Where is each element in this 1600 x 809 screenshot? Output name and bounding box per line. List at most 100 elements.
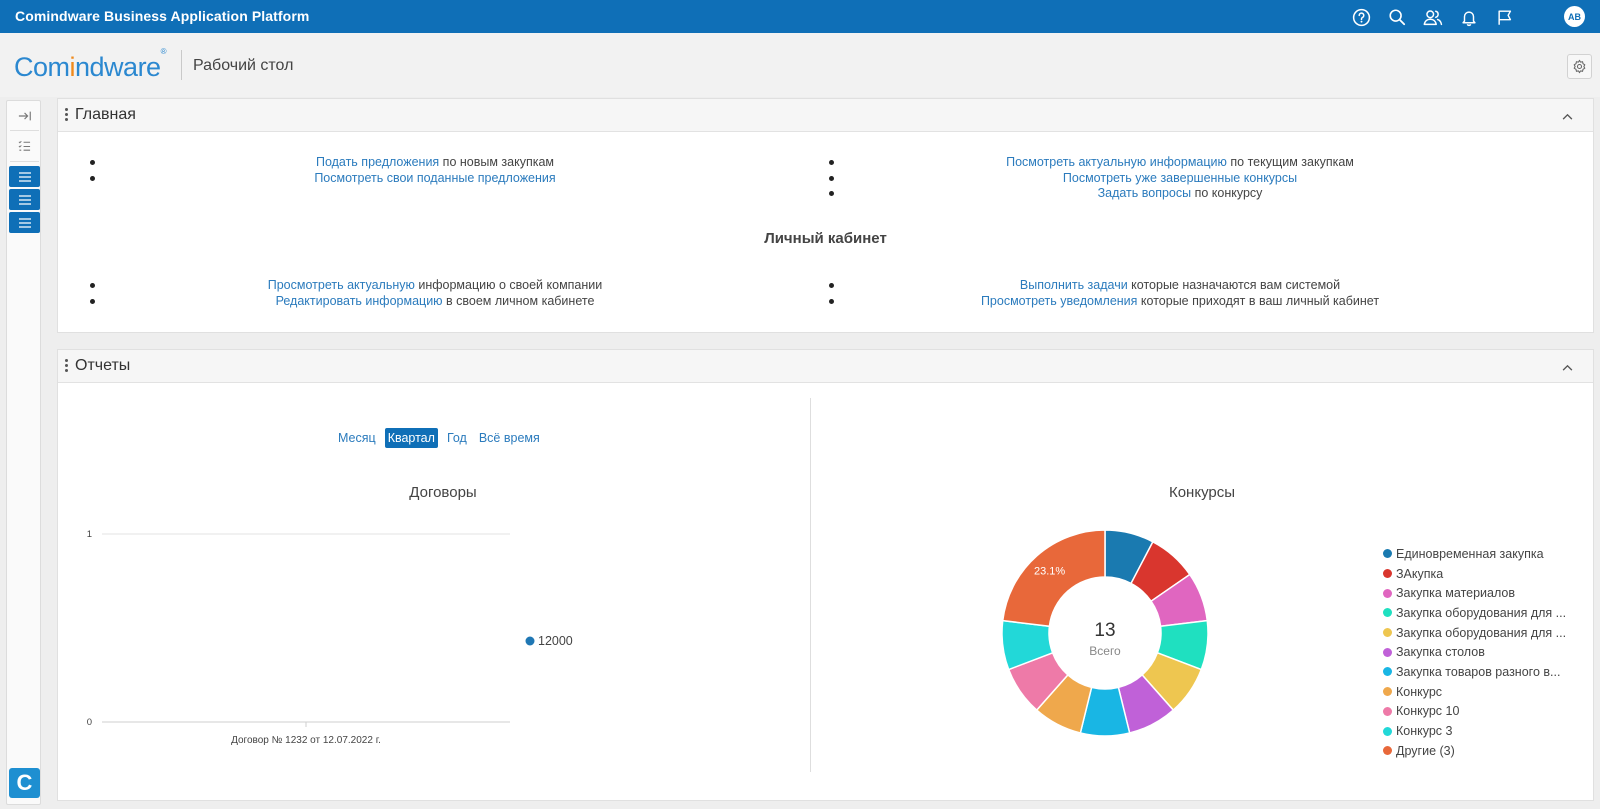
view-notifications-link[interactable]: Просмотреть уведомления — [980, 293, 1138, 308]
edit-info-link[interactable]: Редактировать информацию — [275, 293, 443, 308]
main-links-right: Посмотреть актуальную информацию по теку… — [829, 155, 1531, 202]
help-icon[interactable] — [1350, 6, 1372, 28]
sidebar-menu-button-2[interactable] — [9, 189, 40, 210]
header-divider — [181, 50, 182, 80]
list-icon — [18, 194, 31, 205]
period-year-button[interactable]: Год — [446, 431, 467, 445]
legend-label: Закупка оборудования для ... — [1396, 605, 1567, 620]
legend-item[interactable]: Закупка оборудования для ... — [1383, 603, 1583, 623]
x-tick-label: Договор № 1232 от 12.07.2022 г. — [231, 735, 381, 746]
settings-button[interactable] — [1567, 54, 1592, 79]
cabinet-heading: Личный кабинет — [764, 230, 887, 247]
list-item: Посмотреть актуальную информацию по теку… — [829, 155, 1531, 171]
ask-questions-link[interactable]: Задать вопросы — [1097, 186, 1192, 200]
legend-item[interactable]: Конкурс 3 — [1383, 721, 1583, 741]
tenders-legend: Единовременная закупка ЗАкупка Закупка мат… — [1383, 544, 1583, 761]
reports-panel-title: Отчеты — [75, 357, 131, 374]
top-bar: Comindware Business Application Platform… — [0, 0, 1600, 33]
contracts-chart: 0 1 Договор № 1232 от 12.07.2022 г. 12000 — [87, 529, 573, 746]
search-icon[interactable] — [1386, 6, 1408, 28]
charts-divider — [810, 398, 811, 772]
period-month-button[interactable]: Месяц — [338, 431, 376, 445]
legend-label: Конкурс 10 — [1396, 704, 1460, 719]
current-info-link[interactable]: Посмотреть актуальную информацию — [1006, 155, 1227, 169]
drag-handle-icon[interactable] — [65, 359, 68, 372]
period-all-time-button[interactable]: Всё время — [478, 431, 540, 445]
legend-item[interactable]: Единовременная закупка — [1383, 544, 1583, 564]
user-avatar[interactable]: AB — [1564, 6, 1585, 27]
legend-label: Закупка оборудования для ... — [1396, 625, 1567, 640]
do-tasks-link[interactable]: Выполнить задачи — [1019, 278, 1128, 292]
legend-item[interactable]: Конкурс — [1383, 682, 1583, 702]
legend-label: Конкурс 3 — [1396, 724, 1453, 739]
comindware-logo[interactable]: Comindware® — [14, 47, 167, 82]
collapse-button[interactable] — [1559, 109, 1575, 123]
legend-item[interactable]: Конкурс 10 — [1383, 702, 1583, 722]
list-item: Просмотреть уведомления которые приходят… — [829, 294, 1531, 310]
sidebar-menu-button-1[interactable] — [9, 166, 40, 187]
bell-icon[interactable] — [1458, 6, 1480, 28]
legend-item[interactable]: Закупка оборудования для ... — [1383, 623, 1583, 643]
submit-proposals-link[interactable]: Подать предложения — [315, 155, 440, 169]
contracts-chart-title: Договоры — [409, 484, 477, 501]
list-item: Подать предложения по новым закупкам — [90, 155, 780, 171]
comindware-app-icon[interactable]: C — [9, 768, 40, 798]
view-company-info-link[interactable]: Просмотреть актуальную — [267, 278, 415, 292]
pie-slice[interactable] — [1001, 529, 1106, 628]
legend-marker — [1383, 706, 1392, 716]
period-switch: Месяц Квартал Год Всё время — [335, 427, 549, 449]
reports-panel: Отчеты — [57, 349, 1594, 801]
list-icon — [18, 217, 31, 228]
gear-icon — [1573, 59, 1586, 74]
legend-label: Единовременная закупка — [1396, 546, 1544, 561]
view-proposals-link[interactable]: Посмотреть свои поданные предложения — [314, 170, 556, 185]
list-item: Редактировать информацию в своем личном … — [90, 294, 780, 310]
flag-icon[interactable] — [1494, 6, 1516, 28]
list-item: Задать вопросы по конкурсу — [829, 186, 1531, 202]
legend-marker — [1383, 569, 1392, 579]
legend-label[interactable]: 12000 — [538, 634, 573, 648]
tenders-chart-title: Конкурсы — [1168, 484, 1236, 501]
main-panel: Главная Подать предложения по новым заку… — [57, 98, 1594, 333]
cabinet-links-right: Выполнить задачи которые назначаются вам… — [829, 278, 1531, 309]
left-sidebar: C — [6, 100, 41, 805]
legend-label: Другие (3) — [1396, 743, 1455, 758]
legend-item[interactable]: Закупка материалов — [1383, 583, 1583, 603]
finished-tenders-link[interactable]: Посмотреть уже завершенные конкурсы — [1062, 170, 1298, 185]
legend-label: ЗАкупка — [1396, 566, 1444, 581]
period-quarter-button[interactable]: Квартал — [384, 428, 438, 448]
y-tick-label: 1 — [87, 529, 92, 540]
chevron-up-icon — [1562, 364, 1572, 371]
donut-total: 13 — [1094, 620, 1115, 641]
main-panel-header: Главная — [58, 99, 1593, 132]
legend-label: Закупка столов — [1396, 645, 1485, 660]
users-icon[interactable] — [1422, 6, 1444, 28]
legend-item[interactable]: Закупка товаров разного в... — [1383, 662, 1583, 682]
legend-marker — [1383, 726, 1392, 736]
legend-marker — [1383, 628, 1392, 638]
sidebar-menu-button-3[interactable] — [9, 212, 40, 233]
list-item: Выполнить задачи которые назначаются вам… — [829, 278, 1531, 294]
main-panel-title: Главная — [75, 106, 136, 123]
legend-marker — [1383, 588, 1392, 598]
legend-marker — [1383, 687, 1392, 697]
main-links-left: Подать предложения по новым закупкам Пос… — [90, 155, 780, 186]
legend-marker — [1383, 667, 1392, 677]
task-list-button[interactable] — [9, 135, 40, 156]
legend-item[interactable]: Закупка столов — [1383, 642, 1583, 662]
collapse-button[interactable] — [1559, 360, 1575, 374]
slice-percent-label: 23.1% — [1034, 565, 1065, 577]
legend-label: Закупка материалов — [1396, 586, 1516, 601]
legend-item[interactable]: ЗАкупка — [1383, 564, 1583, 584]
legend-item[interactable]: Другие (3) — [1383, 741, 1583, 761]
list-icon — [18, 171, 31, 182]
legend-marker — [1383, 549, 1392, 559]
expand-sidebar-button[interactable] — [9, 105, 40, 126]
tenders-chart: 23.1% 13 Всего — [1001, 529, 1209, 737]
donut-total-label: Всего — [1089, 644, 1121, 658]
list-item: Посмотреть свои поданные предложения — [90, 171, 780, 187]
drag-handle-icon[interactable] — [65, 108, 68, 121]
app-title: Comindware Business Application Platform — [15, 8, 310, 24]
list-item: Посмотреть уже завершенные конкурсы — [829, 171, 1531, 187]
checklist-icon — [18, 140, 31, 151]
